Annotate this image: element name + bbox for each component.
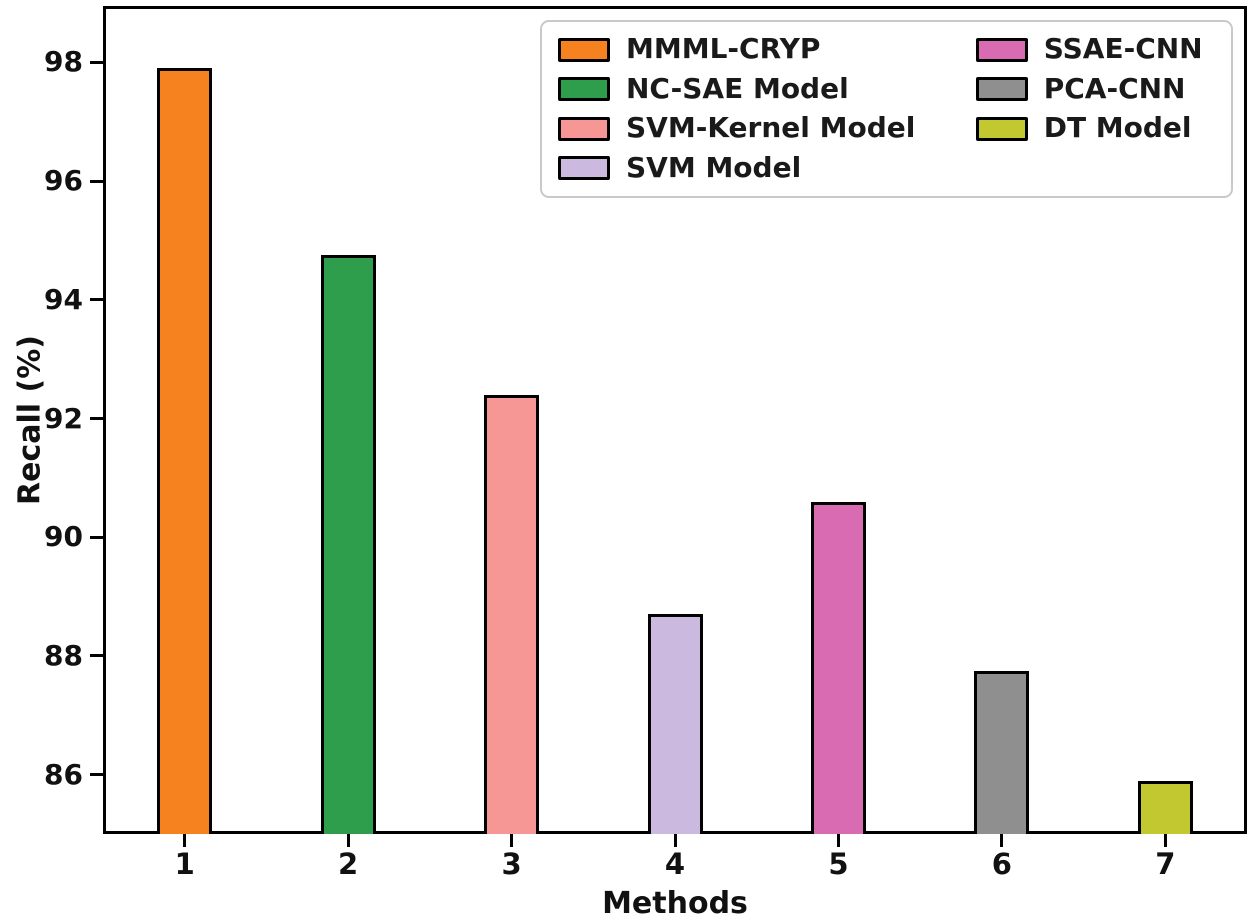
x-tick-label: 5 bbox=[828, 847, 849, 881]
legend-swatch-icon bbox=[975, 37, 1028, 62]
x-tick-label: 4 bbox=[664, 847, 686, 881]
y-tick-label: 92 bbox=[44, 401, 83, 435]
bar-5 bbox=[810, 501, 866, 834]
bar-6 bbox=[974, 670, 1030, 834]
y-tick-mark bbox=[90, 417, 103, 421]
legend-swatch-icon bbox=[975, 77, 1028, 102]
legend-label: SVM-Kernel Model bbox=[626, 111, 916, 145]
legend-swatch-icon bbox=[558, 156, 610, 181]
y-tick-label: 96 bbox=[44, 164, 83, 198]
legend-swatch-icon bbox=[975, 116, 1028, 141]
y-tick-mark bbox=[90, 654, 103, 658]
x-tick-label: 7 bbox=[1155, 847, 1176, 881]
x-tick-label: 1 bbox=[174, 847, 195, 881]
legend-swatch-icon bbox=[558, 116, 610, 141]
bar-1 bbox=[157, 68, 213, 834]
legend-item: PCA-CNN bbox=[975, 71, 1215, 105]
y-tick-label: 98 bbox=[44, 45, 83, 79]
bar-3 bbox=[484, 394, 540, 834]
legend-item: SVM-Kernel Model bbox=[558, 113, 928, 144]
y-tick-label: 86 bbox=[44, 757, 83, 791]
x-tick-mark bbox=[510, 834, 514, 847]
bar-4 bbox=[647, 614, 703, 834]
bar-2 bbox=[320, 255, 376, 834]
x-tick-label: 3 bbox=[501, 847, 522, 881]
legend-item: DT Model bbox=[975, 111, 1215, 145]
legend-label: PCA-CNN bbox=[1043, 71, 1186, 105]
x-tick-mark bbox=[183, 834, 187, 847]
x-tick-label: 2 bbox=[338, 847, 359, 881]
y-tick-mark bbox=[90, 179, 103, 183]
x-tick-mark bbox=[1000, 834, 1004, 847]
y-tick-mark bbox=[90, 773, 103, 777]
x-tick-mark bbox=[836, 834, 840, 847]
x-tick-label: 6 bbox=[991, 847, 1012, 881]
legend-label: SVM Model bbox=[626, 150, 802, 184]
legend-swatch-icon bbox=[558, 37, 610, 62]
bar-7 bbox=[1137, 780, 1193, 834]
legend-swatch-icon bbox=[558, 77, 610, 102]
y-tick-label: 90 bbox=[44, 520, 83, 554]
legend-item: NC-SAE Model bbox=[558, 71, 928, 105]
legend-label: DT Model bbox=[1043, 111, 1192, 145]
y-tick-mark bbox=[90, 535, 103, 539]
legend: MMML-CRYP NC-SAE Model SVM-Kernel Model SVM… bbox=[540, 20, 1233, 198]
y-tick-label: 94 bbox=[44, 282, 83, 316]
x-tick-mark bbox=[1163, 834, 1167, 847]
legend-label: NC-SAE Model bbox=[626, 71, 849, 105]
y-tick-mark bbox=[90, 298, 103, 302]
x-tick-mark bbox=[346, 834, 350, 847]
legend-label: SSAE-CNN bbox=[1043, 32, 1203, 66]
y-tick-label: 88 bbox=[44, 638, 83, 672]
legend-item: MMML-CRYP bbox=[558, 34, 928, 65]
x-tick-mark bbox=[673, 834, 677, 847]
legend-item: SVM Model bbox=[558, 150, 928, 184]
x-axis-label: Methods bbox=[602, 886, 748, 920]
legend-item: SSAE-CNN bbox=[975, 32, 1215, 66]
y-tick-mark bbox=[90, 60, 103, 64]
legend-label: MMML-CRYP bbox=[626, 32, 821, 66]
